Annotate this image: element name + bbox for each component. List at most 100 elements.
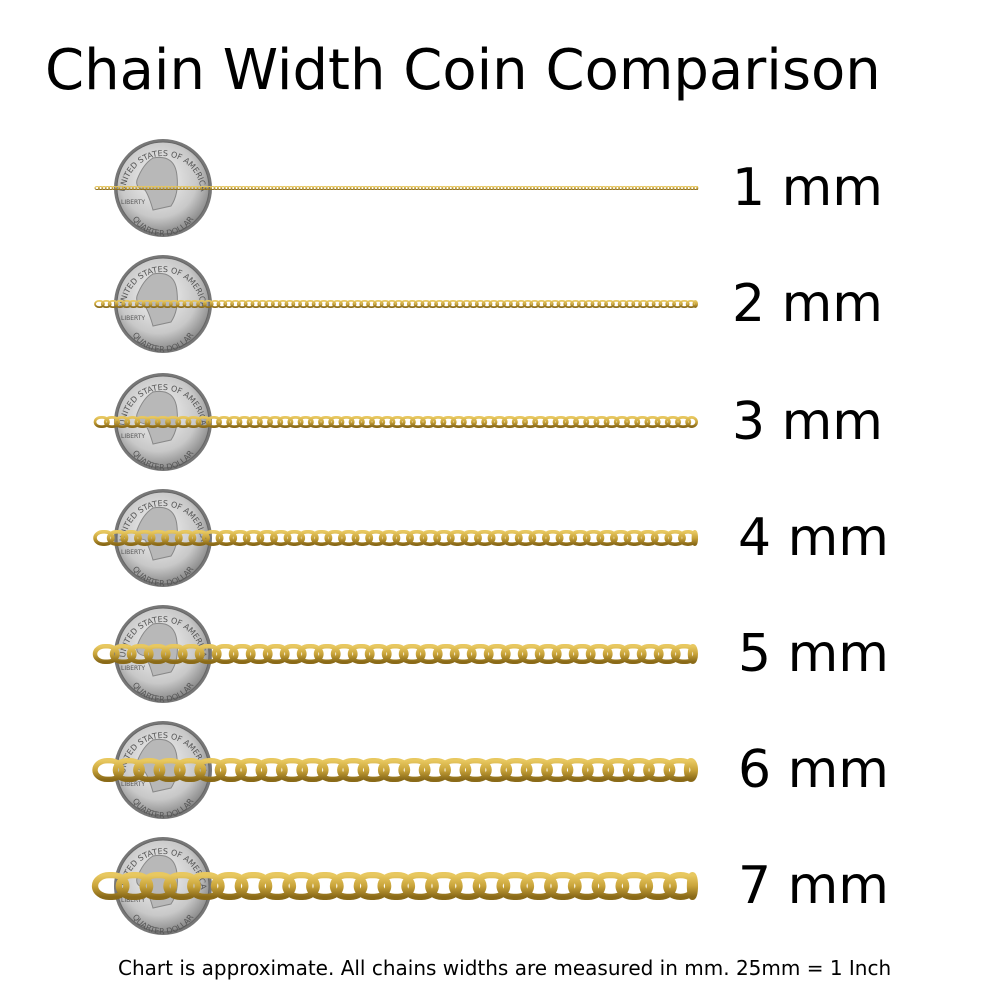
chain-link — [297, 415, 314, 428]
chain-link — [369, 415, 386, 428]
chain-link — [114, 186, 121, 190]
chain-link — [267, 415, 284, 428]
chain-link — [631, 300, 643, 309]
chain-link — [315, 186, 321, 190]
chain-link — [345, 300, 357, 309]
chain-link — [144, 415, 161, 428]
chain-link — [669, 186, 675, 190]
chain-link — [267, 186, 274, 190]
chain-link — [500, 644, 528, 664]
chain-link — [522, 186, 529, 190]
chain-link — [454, 300, 466, 309]
chain-link — [159, 186, 165, 190]
chain-link — [250, 300, 262, 309]
chain-link — [322, 186, 328, 190]
chain-link — [570, 186, 576, 190]
chain-link — [258, 872, 297, 901]
chain-link — [188, 529, 210, 546]
chain-link — [520, 758, 553, 783]
chain-link — [460, 415, 477, 428]
chain-link — [92, 644, 120, 664]
chain-link — [364, 644, 392, 664]
chain-link — [529, 186, 536, 190]
chain-link — [306, 872, 344, 901]
chain-link — [256, 529, 278, 546]
chain-link — [152, 186, 158, 190]
chain-link — [199, 186, 206, 190]
chain-link — [338, 300, 350, 309]
chain-link — [573, 415, 590, 428]
chain-link — [590, 186, 597, 190]
chain-link — [312, 186, 318, 190]
chain-link — [553, 186, 559, 190]
chain-link — [365, 529, 387, 546]
chain-4mm — [93, 529, 699, 546]
chain-link — [134, 300, 146, 309]
chain-link — [644, 300, 656, 309]
chain-link — [499, 186, 505, 190]
chain-link — [264, 186, 270, 190]
chain-link — [378, 529, 401, 546]
chain-link — [216, 300, 228, 309]
chain-link — [214, 758, 247, 783]
chain-link — [194, 644, 222, 664]
chain-link — [381, 644, 409, 664]
chain-link — [509, 186, 515, 190]
chain-link — [236, 415, 253, 428]
chain-link — [335, 186, 342, 190]
chain-link — [318, 300, 330, 309]
chain-link — [634, 415, 651, 428]
chain-link — [324, 529, 346, 546]
chain-link — [639, 872, 677, 901]
chain-link — [556, 186, 563, 190]
width-label: 4 mm — [738, 508, 889, 568]
chain-link — [619, 644, 647, 664]
chain-link — [115, 872, 154, 901]
chain-link — [696, 186, 699, 190]
chain-link — [451, 186, 457, 190]
chain-link — [542, 415, 559, 428]
chain-link — [543, 186, 549, 190]
coin-and-chain: UNITED STATES OF AMERICA QUARTER DOLLAR … — [93, 489, 699, 588]
chain-link — [403, 186, 410, 190]
chain-link — [628, 186, 634, 190]
chain-link — [162, 300, 173, 309]
coin-and-chain: UNITED STATES OF AMERICA QUARTER DOLLAR … — [93, 373, 698, 472]
chain-link — [216, 186, 223, 190]
chain-1mm — [94, 186, 699, 190]
chain-link — [328, 415, 345, 428]
chain-link — [182, 186, 189, 190]
chain-link — [337, 758, 370, 783]
chain-link — [109, 644, 137, 664]
chain-link — [213, 186, 219, 190]
chain-link — [187, 872, 225, 901]
chain-link — [147, 529, 170, 546]
chain-link — [223, 186, 230, 190]
chain-link — [614, 186, 621, 190]
chain-link — [585, 644, 613, 664]
chain-link — [287, 415, 304, 428]
chain-link — [390, 186, 396, 190]
chain-link — [434, 300, 445, 309]
chain-link — [148, 300, 160, 309]
chain-link — [495, 186, 502, 190]
chain-link — [573, 186, 580, 190]
chain-link — [205, 415, 222, 428]
chain-link — [468, 300, 479, 309]
chain-row: UNITED STATES OF AMERICA QUARTER DOLLAR … — [0, 712, 1000, 828]
chain-link — [363, 186, 369, 190]
chain-link — [602, 758, 635, 783]
chain-link — [425, 872, 463, 901]
chain-link — [257, 300, 269, 309]
chain-link — [678, 300, 690, 309]
chain-link — [584, 186, 590, 190]
chain-link — [271, 186, 277, 190]
chain-link — [91, 872, 130, 901]
chain-link — [652, 186, 658, 190]
chain-link — [502, 300, 513, 309]
chain-row: UNITED STATES OF AMERICA QUARTER DOLLAR … — [0, 596, 1000, 712]
chain-link — [567, 186, 573, 190]
chain-link — [101, 186, 107, 190]
chain-link — [424, 186, 430, 190]
chain-5mm — [92, 644, 698, 664]
